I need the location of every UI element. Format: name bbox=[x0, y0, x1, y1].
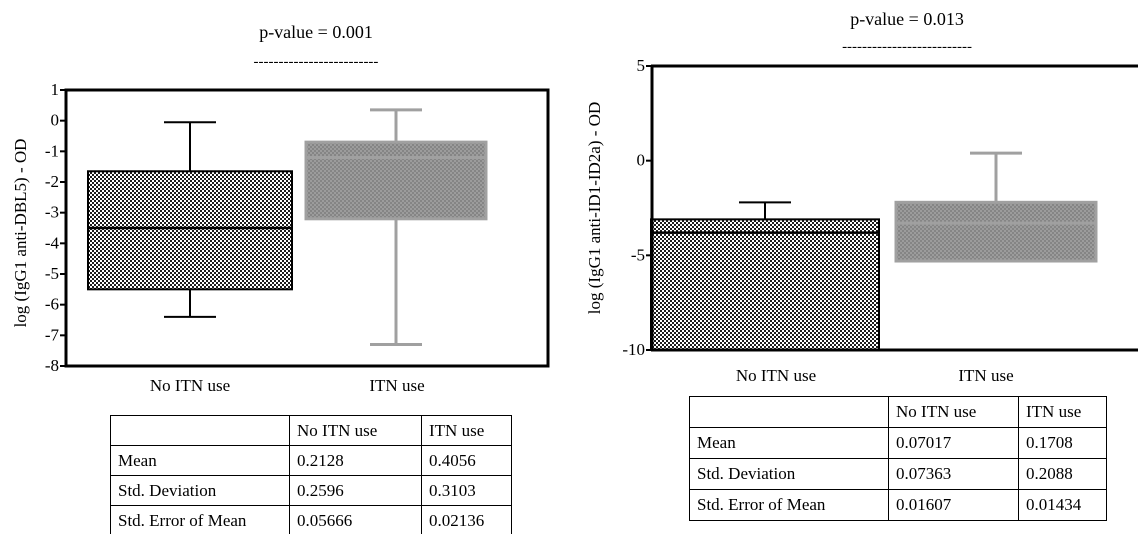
right-y-tick-label: -10 bbox=[622, 340, 645, 359]
right-no-itn-box bbox=[650, 218, 880, 351]
table-cell: Mean bbox=[689, 427, 889, 459]
left-x-tick-no-itn: No ITN use bbox=[150, 376, 230, 395]
right-y-tick-label: 5 bbox=[637, 56, 646, 75]
table-cell: Std. Deviation bbox=[110, 475, 290, 506]
left-y-tick-label: -8 bbox=[45, 356, 59, 375]
table-row: Mean 0.2128 0.4056 bbox=[110, 445, 512, 476]
table-header-cell: ITN use bbox=[421, 415, 512, 446]
table-row: Std. Deviation 0.2596 0.3103 bbox=[110, 475, 512, 506]
table-cell: 0.01434 bbox=[1018, 489, 1107, 521]
right-stats-table: No ITN use ITN use Mean 0.07017 0.1708 S… bbox=[689, 396, 1107, 521]
table-row: Mean 0.07017 0.1708 bbox=[689, 427, 1107, 459]
left-pvalue-dashes: ------------------------- bbox=[254, 54, 379, 70]
left-boxes bbox=[87, 108, 488, 347]
table-cell: 0.2596 bbox=[289, 475, 422, 506]
table-row: Std. Error of Mean 0.01607 0.01434 bbox=[689, 489, 1107, 521]
table-cell: 0.3103 bbox=[421, 475, 512, 506]
left-table-clip: No ITN use ITN use Mean 0.2128 0.4056 St… bbox=[100, 405, 540, 534]
table-cell: 0.05666 bbox=[289, 505, 422, 534]
table-cell: Std. Error of Mean bbox=[689, 489, 889, 521]
table-header-cell: No ITN use bbox=[289, 415, 422, 446]
table-cell: 0.02136 bbox=[421, 505, 512, 534]
right-itn-box bbox=[894, 200, 1098, 263]
left-y-tick-label: -5 bbox=[45, 264, 59, 283]
left-y-tick-label: 1 bbox=[51, 80, 60, 99]
left-pvalue-label: p-value = 0.001 bbox=[259, 22, 373, 42]
table-header-row: No ITN use ITN use bbox=[689, 396, 1107, 428]
table-cell: 0.01607 bbox=[888, 489, 1019, 521]
table-cell: Mean bbox=[110, 445, 290, 476]
table-cell: 0.07017 bbox=[888, 427, 1019, 459]
table-row: Std. Error of Mean 0.05666 0.02136 bbox=[110, 505, 512, 534]
left-x-tick-itn: ITN use bbox=[369, 376, 424, 395]
left-y-tick-label: -1 bbox=[45, 141, 59, 160]
left-y-tick-label: 0 bbox=[51, 111, 60, 130]
table-header-cell: No ITN use bbox=[888, 396, 1019, 428]
left-no-itn-box bbox=[87, 170, 293, 291]
left-y-tick-label: -7 bbox=[45, 325, 60, 344]
right-x-tick-no-itn: No ITN use bbox=[736, 366, 816, 385]
table-header-cell bbox=[110, 415, 290, 446]
table-header-cell bbox=[689, 396, 889, 428]
right-x-tick-itn: ITN use bbox=[958, 366, 1013, 385]
table-header-cell: ITN use bbox=[1018, 396, 1107, 428]
table-cell: 0.4056 bbox=[421, 445, 512, 476]
left-itn-box bbox=[304, 140, 488, 221]
right-y-ticks: 5 0 -5 -10 bbox=[622, 56, 652, 359]
right-y-tick-label: -5 bbox=[631, 245, 645, 264]
right-boxes bbox=[650, 151, 1098, 351]
left-plot-frame bbox=[64, 88, 550, 368]
left-y-axis-label: log (IgG1 anti-DBL5) - OD bbox=[11, 139, 30, 328]
table-cell: Std. Deviation bbox=[689, 458, 889, 490]
left-chart: p-value = 0.001 ------------------------… bbox=[11, 22, 550, 395]
left-y-tick-label: -2 bbox=[45, 172, 59, 191]
table-cell: 0.2088 bbox=[1018, 458, 1107, 490]
table-cell: 0.2128 bbox=[289, 445, 422, 476]
left-y-tick-label: -4 bbox=[45, 233, 60, 252]
table-cell: Std. Error of Mean bbox=[110, 505, 290, 534]
left-y-ticks: 1 0 -1 -2 -3 -4 -5 -6 -7 -8 bbox=[45, 80, 66, 375]
right-y-axis-label: log (IgG1 anti-ID1-ID2a) - OD bbox=[585, 102, 604, 314]
right-y-tick-label: 0 bbox=[637, 151, 646, 170]
right-chart: p-value = 0.013 ------------------------… bbox=[585, 9, 1138, 385]
table-cell: 0.1708 bbox=[1018, 427, 1107, 459]
table-row: Std. Deviation 0.07363 0.2088 bbox=[689, 458, 1107, 490]
right-pvalue-label: p-value = 0.013 bbox=[850, 9, 964, 29]
table-cell: 0.07363 bbox=[888, 458, 1019, 490]
right-pvalue-dashes: -------------------------- bbox=[842, 39, 972, 55]
table-header-row: No ITN use ITN use bbox=[110, 415, 512, 446]
left-y-tick-label: -3 bbox=[45, 203, 59, 222]
left-y-tick-label: -6 bbox=[45, 295, 59, 314]
left-stats-table: No ITN use ITN use Mean 0.2128 0.4056 St… bbox=[110, 415, 512, 534]
